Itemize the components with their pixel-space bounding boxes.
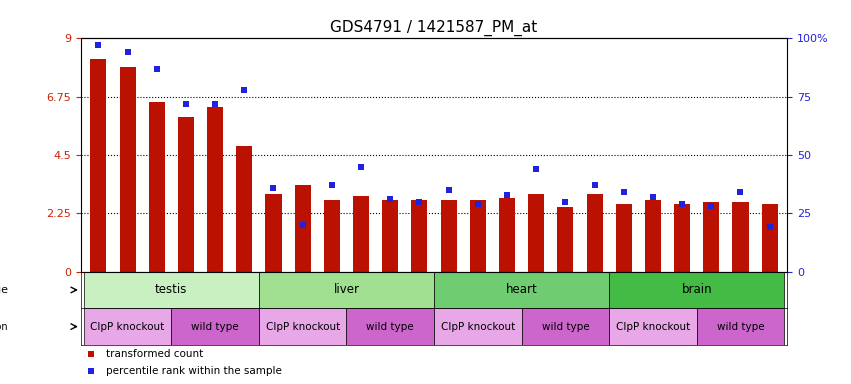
Text: ClpP knockout: ClpP knockout	[441, 321, 515, 332]
Text: percentile rank within the sample: percentile rank within the sample	[106, 366, 282, 376]
Bar	[259, 271, 434, 308]
Text: ClpP knockout: ClpP knockout	[266, 321, 340, 332]
Bar	[266, 194, 282, 271]
Bar	[586, 194, 603, 271]
Bar	[294, 185, 311, 271]
Text: wild type: wild type	[717, 321, 764, 332]
Bar	[557, 207, 574, 271]
Bar	[90, 59, 106, 271]
Bar	[616, 204, 631, 271]
Text: tissue: tissue	[0, 285, 9, 295]
Bar	[762, 204, 778, 271]
Text: wild type: wild type	[367, 321, 414, 332]
Bar	[83, 271, 259, 308]
Bar	[83, 308, 171, 345]
Text: genotype/variation: genotype/variation	[0, 321, 9, 332]
Bar	[207, 107, 223, 271]
Bar	[522, 308, 609, 345]
Text: wild type: wild type	[541, 321, 589, 332]
Bar	[470, 200, 486, 271]
Bar	[674, 204, 690, 271]
Title: GDS4791 / 1421587_PM_at: GDS4791 / 1421587_PM_at	[330, 20, 538, 36]
Bar	[237, 146, 252, 271]
Bar	[528, 194, 544, 271]
Bar	[382, 200, 398, 271]
Text: wild type: wild type	[191, 321, 239, 332]
Bar	[441, 200, 457, 271]
Text: ClpP knockout: ClpP knockout	[616, 321, 690, 332]
Bar	[119, 67, 135, 271]
Bar	[346, 308, 434, 345]
Bar	[499, 198, 515, 271]
Bar	[149, 102, 165, 271]
Bar	[324, 200, 340, 271]
Bar	[609, 308, 697, 345]
Text: liver: liver	[334, 283, 359, 296]
Bar	[411, 200, 427, 271]
Text: brain: brain	[682, 283, 712, 296]
Text: ClpP knockout: ClpP knockout	[90, 321, 165, 332]
Bar	[259, 308, 346, 345]
Bar	[434, 308, 522, 345]
Text: transformed count: transformed count	[106, 349, 203, 359]
Text: heart: heart	[505, 283, 538, 296]
Bar	[697, 308, 785, 345]
Bar	[645, 200, 661, 271]
Bar	[609, 271, 785, 308]
Bar	[434, 271, 609, 308]
Bar	[353, 197, 369, 271]
Bar	[178, 118, 194, 271]
Text: testis: testis	[155, 283, 187, 296]
Bar	[171, 308, 259, 345]
Bar	[733, 202, 749, 271]
Bar	[703, 202, 719, 271]
